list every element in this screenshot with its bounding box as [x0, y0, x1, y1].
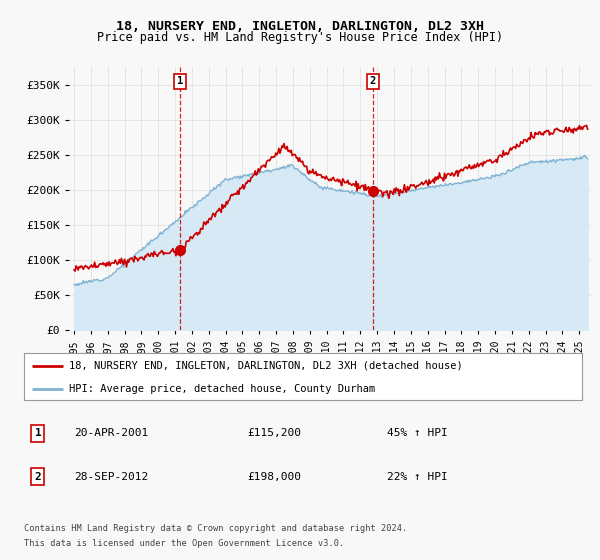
Text: 2: 2 [35, 472, 41, 482]
Text: Price paid vs. HM Land Registry's House Price Index (HPI): Price paid vs. HM Land Registry's House … [97, 31, 503, 44]
Text: HPI: Average price, detached house, County Durham: HPI: Average price, detached house, Coun… [68, 384, 375, 394]
Text: £198,000: £198,000 [247, 472, 301, 482]
Text: 22% ↑ HPI: 22% ↑ HPI [387, 472, 448, 482]
Text: 45% ↑ HPI: 45% ↑ HPI [387, 428, 448, 438]
Text: £115,200: £115,200 [247, 428, 301, 438]
Text: This data is licensed under the Open Government Licence v3.0.: This data is licensed under the Open Gov… [24, 539, 344, 548]
Text: Contains HM Land Registry data © Crown copyright and database right 2024.: Contains HM Land Registry data © Crown c… [24, 524, 407, 533]
Text: 28-SEP-2012: 28-SEP-2012 [74, 472, 148, 482]
Text: 1: 1 [35, 428, 41, 438]
Text: 1: 1 [177, 76, 183, 86]
Text: 20-APR-2001: 20-APR-2001 [74, 428, 148, 438]
FancyBboxPatch shape [24, 353, 582, 400]
Text: 2: 2 [370, 76, 376, 86]
Text: 18, NURSERY END, INGLETON, DARLINGTON, DL2 3XH (detached house): 18, NURSERY END, INGLETON, DARLINGTON, D… [68, 361, 463, 371]
Text: 18, NURSERY END, INGLETON, DARLINGTON, DL2 3XH: 18, NURSERY END, INGLETON, DARLINGTON, D… [116, 20, 484, 32]
